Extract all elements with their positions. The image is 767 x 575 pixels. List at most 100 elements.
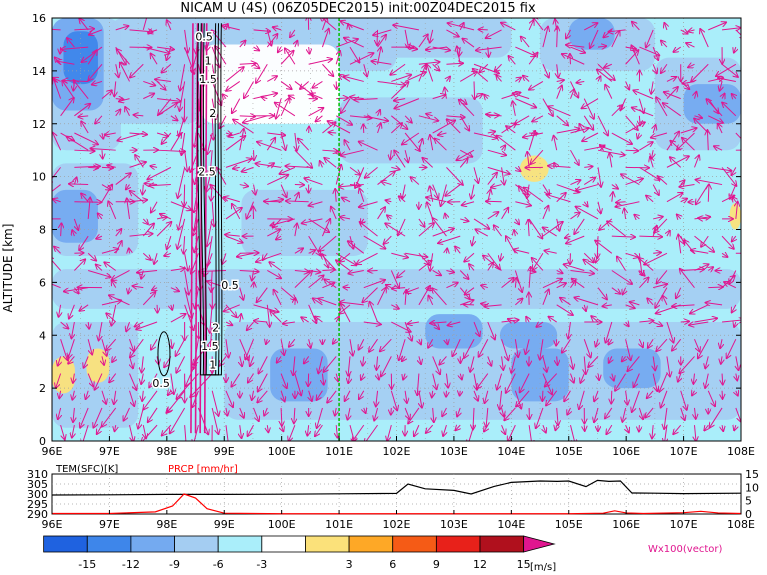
wind-vector (562, 338, 571, 352)
wind-vector (547, 195, 571, 203)
wind-vector (474, 390, 478, 401)
wind-vector (736, 373, 737, 381)
shade-region (603, 348, 661, 389)
wind-vector (349, 116, 372, 118)
wind-vector (384, 235, 392, 244)
wind-vector (101, 184, 111, 190)
wind-vector (459, 270, 468, 279)
wind-vector (441, 184, 447, 206)
wind-vector (335, 189, 336, 202)
wind-vector (570, 54, 571, 65)
wind-vector (211, 407, 218, 434)
ts-left-tick-label: 295 (27, 498, 48, 511)
wind-vector (359, 390, 365, 399)
wind-vector (149, 373, 158, 388)
wind-vector (406, 287, 420, 293)
wind-vector (732, 236, 736, 241)
wind-vector (376, 390, 378, 407)
wind-vector (634, 215, 639, 219)
wind-vector (566, 45, 585, 47)
wind-vector (514, 230, 515, 237)
wind-vector (432, 356, 440, 374)
wind-vector (57, 61, 75, 64)
colorbar-label: 15 (517, 558, 531, 571)
wind-vector (180, 64, 186, 90)
ts-x-tick-label: 98E (156, 518, 177, 531)
wind-vector (87, 252, 96, 260)
wind-vector (377, 207, 385, 220)
wind-vector (486, 407, 488, 427)
wind-vector (620, 98, 627, 111)
wind-vector (52, 167, 62, 184)
wind-vector (309, 390, 312, 401)
wind-vector (294, 149, 312, 168)
wind-vector (267, 425, 268, 432)
wind-vector (673, 424, 682, 434)
wind-vector (225, 390, 233, 407)
wind-vector (82, 46, 103, 62)
wind-vector (152, 288, 157, 291)
wind-vector (211, 270, 212, 291)
wind-vector (380, 338, 392, 351)
wind-vector (486, 114, 502, 115)
wind-vector (156, 222, 171, 237)
wind-vector (318, 356, 323, 373)
wind-vector (677, 132, 695, 150)
wind-vector (694, 92, 696, 99)
wind-vector (256, 64, 268, 83)
wind-vector (736, 391, 738, 396)
wind-vector (574, 298, 599, 306)
wind-vector (71, 321, 74, 338)
wind-vector (394, 98, 420, 109)
wind-vector (394, 151, 406, 168)
wind-vector (112, 270, 130, 279)
wind-vector (404, 132, 420, 151)
wind-vector (677, 215, 681, 219)
wind-vector (446, 270, 454, 272)
wind-vector (336, 98, 348, 99)
wind-vector (135, 155, 144, 168)
wind-vector (73, 407, 74, 422)
wind-vector (597, 287, 607, 300)
wind-vector (212, 201, 214, 227)
wind-vector (502, 167, 505, 184)
wind-vector (60, 132, 74, 141)
wind-vector (612, 192, 613, 202)
wind-vector (242, 166, 254, 171)
wind-vector (515, 46, 535, 56)
shade-region (270, 348, 328, 402)
wind-vector (432, 373, 437, 390)
wind-vector (426, 424, 434, 433)
wind-vector (694, 155, 699, 168)
ts-x-tick-label: 104E (497, 518, 525, 531)
wind-vector (280, 287, 295, 300)
ts-right-tick-label: 5 (745, 495, 752, 508)
wind-vector (157, 47, 174, 49)
wind-vector (225, 208, 242, 220)
wind-vector (506, 373, 516, 393)
wind-vector (479, 63, 489, 72)
wind-vector (141, 373, 143, 384)
wind-vector (233, 167, 240, 168)
wind-vector (300, 81, 309, 89)
wind-vector (653, 356, 655, 370)
wind-vector (666, 87, 678, 99)
wind-vector (114, 81, 116, 96)
wind-vector (295, 132, 297, 151)
wind-vector (391, 321, 410, 332)
wind-vector (484, 305, 502, 307)
wind-vector (142, 356, 144, 372)
wind-vector (281, 407, 282, 426)
wind-vector (476, 229, 489, 237)
wind-vector (487, 149, 506, 155)
wind-vector (682, 138, 695, 151)
wind-vector (149, 185, 171, 186)
ts-x-tick-label: 102E (383, 518, 411, 531)
wind-vector (707, 98, 718, 114)
wind-vector (376, 356, 377, 369)
wind-vector (491, 185, 502, 188)
wind-vector (622, 407, 625, 422)
wind-vector (427, 202, 434, 220)
wind-vector (736, 202, 738, 219)
wind-vector (611, 132, 632, 144)
